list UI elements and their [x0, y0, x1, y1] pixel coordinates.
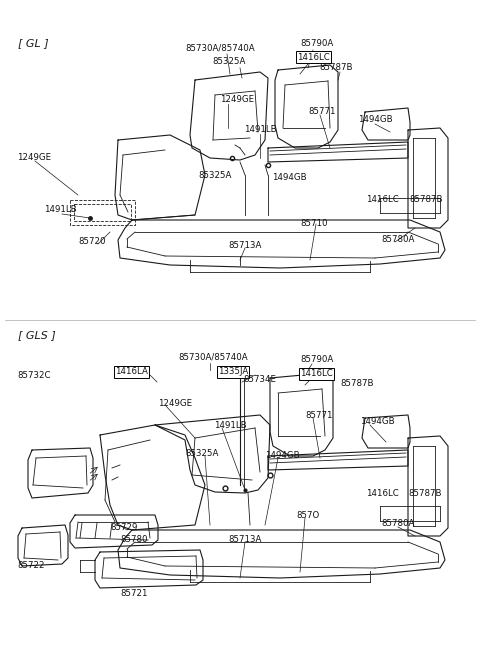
Text: 1491LB: 1491LB: [44, 206, 77, 214]
Text: 1416LC: 1416LC: [366, 489, 399, 499]
Text: 85710: 85710: [300, 219, 327, 227]
Text: 1249GE: 1249GE: [17, 152, 51, 162]
Text: 85325A: 85325A: [198, 171, 231, 179]
Text: 85720: 85720: [78, 237, 106, 246]
Text: 85734E: 85734E: [243, 376, 276, 384]
Text: 1491LB: 1491LB: [244, 125, 276, 135]
Text: 1249GE: 1249GE: [158, 399, 192, 407]
Text: [ GL ]: [ GL ]: [18, 38, 48, 48]
Text: 85325A: 85325A: [212, 58, 245, 66]
Text: 85787B: 85787B: [409, 196, 443, 204]
Text: 85732C: 85732C: [17, 371, 50, 380]
Text: 85787B: 85787B: [408, 489, 442, 497]
Text: 1494GB: 1494GB: [265, 451, 300, 461]
Text: 857O: 857O: [296, 510, 319, 520]
Text: 1249GE: 1249GE: [220, 95, 254, 104]
Text: 1494GB: 1494GB: [358, 114, 393, 124]
Text: 85721: 85721: [120, 589, 147, 599]
Text: 1491LB: 1491LB: [214, 420, 247, 430]
Text: 1494GB: 1494GB: [272, 173, 307, 181]
Text: 1416LC: 1416LC: [297, 53, 330, 62]
Text: 1335JA: 1335JA: [218, 367, 248, 376]
Text: 85780A: 85780A: [381, 235, 414, 244]
Text: 85730A/85740A: 85730A/85740A: [178, 353, 248, 361]
Text: 85713A: 85713A: [228, 535, 262, 545]
Text: 85722: 85722: [17, 562, 45, 570]
Text: 85787B: 85787B: [340, 378, 373, 388]
Text: 1494GB: 1494GB: [360, 417, 395, 426]
Text: 1416LC: 1416LC: [366, 196, 399, 204]
Text: [ GLS ]: [ GLS ]: [18, 330, 56, 340]
Text: 85713A: 85713A: [228, 242, 262, 250]
Text: 85771: 85771: [305, 411, 333, 420]
Text: 85790A: 85790A: [300, 355, 333, 365]
Text: 85787B: 85787B: [319, 64, 352, 72]
Text: 1416LA: 1416LA: [115, 367, 148, 376]
Text: 85771: 85771: [308, 106, 336, 116]
Text: 85729: 85729: [110, 522, 137, 532]
Text: 85790A: 85790A: [300, 39, 333, 49]
Text: 85325A: 85325A: [185, 449, 218, 459]
Text: 1416LC: 1416LC: [300, 369, 333, 378]
Text: 85780: 85780: [120, 535, 147, 545]
Text: 85730A/85740A: 85730A/85740A: [185, 43, 254, 53]
Text: 85780A: 85780A: [381, 520, 414, 528]
